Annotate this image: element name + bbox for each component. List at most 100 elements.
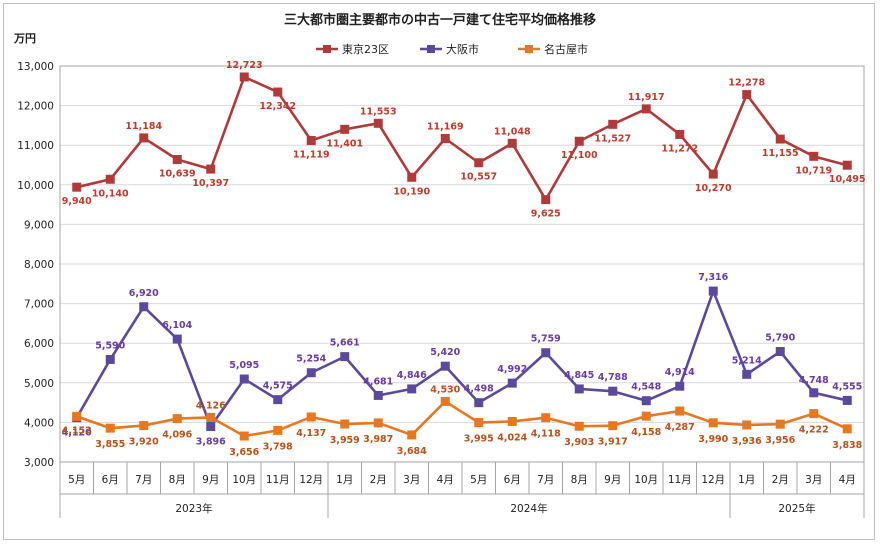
y-tick-label: 7,000 bbox=[24, 299, 54, 311]
series-line bbox=[76, 400, 848, 438]
data-point bbox=[105, 354, 115, 364]
data-point bbox=[407, 430, 417, 440]
data-label: 4,548 bbox=[631, 382, 661, 393]
x-tick-label: 11月 bbox=[668, 474, 692, 486]
data-point bbox=[239, 72, 249, 82]
data-point bbox=[206, 164, 216, 174]
data-point bbox=[139, 133, 149, 143]
x-tick-label: 9月 bbox=[202, 474, 219, 486]
data-point bbox=[474, 158, 484, 168]
data-label: 10,495 bbox=[829, 174, 866, 185]
y-tick-label: 13,000 bbox=[17, 61, 54, 73]
data-point bbox=[507, 378, 517, 388]
data-point bbox=[306, 368, 316, 378]
data-point bbox=[440, 361, 450, 371]
data-point bbox=[507, 416, 517, 426]
data-point bbox=[206, 412, 216, 422]
data-label: 4,126 bbox=[196, 400, 226, 411]
data-point bbox=[641, 396, 651, 406]
data-point bbox=[809, 151, 819, 161]
data-label: 4,530 bbox=[430, 384, 460, 395]
data-label: 3,903 bbox=[564, 437, 594, 448]
data-point bbox=[775, 419, 785, 429]
x-tick-label: 2月 bbox=[370, 474, 387, 486]
data-point bbox=[440, 396, 450, 406]
legend-marker bbox=[427, 45, 435, 53]
x-tick-label: 7月 bbox=[135, 474, 152, 486]
data-label: 4,748 bbox=[799, 375, 829, 386]
data-label: 3,987 bbox=[363, 434, 393, 445]
x-tick-label: 6月 bbox=[102, 474, 119, 486]
data-point bbox=[608, 386, 618, 396]
series-line bbox=[75, 289, 848, 428]
x-tick-label: 11月 bbox=[266, 474, 290, 486]
x-tick-label: 10月 bbox=[634, 474, 658, 486]
y-tick-label: 11,000 bbox=[17, 140, 54, 152]
data-label: 5,095 bbox=[229, 360, 259, 371]
x-tick-label: 6月 bbox=[504, 474, 521, 486]
data-label: 11,184 bbox=[125, 121, 162, 132]
data-label: 7,316 bbox=[698, 272, 728, 283]
data-label: 11,155 bbox=[762, 148, 799, 159]
data-point bbox=[608, 119, 618, 129]
data-point bbox=[340, 124, 350, 134]
x-tick-label: 2月 bbox=[772, 474, 789, 486]
y-tick-label: 6,000 bbox=[24, 338, 54, 350]
data-point bbox=[407, 384, 417, 394]
data-point bbox=[574, 384, 584, 394]
data-point bbox=[105, 423, 115, 433]
data-label: 11,048 bbox=[494, 126, 531, 137]
data-point bbox=[775, 134, 785, 144]
x-tick-label: 5月 bbox=[68, 474, 85, 486]
data-label: 11,553 bbox=[360, 106, 397, 117]
data-label: 4,846 bbox=[397, 370, 427, 381]
data-label: 3,990 bbox=[698, 434, 728, 445]
data-point bbox=[775, 347, 785, 357]
data-label: 4,575 bbox=[263, 381, 293, 392]
data-label: 10,639 bbox=[159, 168, 196, 179]
data-point bbox=[273, 395, 283, 405]
x-tick-label: 10月 bbox=[232, 474, 256, 486]
y-axis-unit: 万円 bbox=[13, 32, 36, 45]
data-point bbox=[641, 411, 651, 421]
data-label: 4,845 bbox=[564, 370, 594, 381]
data-label: 11,119 bbox=[293, 149, 330, 160]
y-tick-label: 12,000 bbox=[17, 101, 54, 113]
data-label: 10,557 bbox=[460, 172, 497, 183]
data-point bbox=[172, 334, 182, 344]
data-label: 4,152 bbox=[62, 425, 92, 436]
x-tick-label: 4月 bbox=[839, 474, 856, 486]
data-point bbox=[239, 374, 249, 384]
data-point bbox=[742, 420, 752, 430]
y-tick-label: 4,000 bbox=[24, 417, 54, 429]
x-tick-label: 12月 bbox=[299, 474, 323, 486]
data-point bbox=[574, 421, 584, 431]
x-tick-label: 3月 bbox=[403, 474, 420, 486]
data-point bbox=[507, 138, 517, 148]
chart-title: 三大都市圏主要都市の中古一戸建て住宅平均価格推移 bbox=[284, 12, 596, 28]
data-label: 3,896 bbox=[196, 437, 226, 448]
y-tick-label: 10,000 bbox=[17, 180, 54, 192]
legend-marker bbox=[525, 45, 533, 53]
data-point bbox=[608, 421, 618, 431]
data-point bbox=[474, 418, 484, 428]
data-point bbox=[842, 424, 852, 434]
data-point bbox=[541, 195, 551, 205]
data-point bbox=[474, 398, 484, 408]
data-label: 9,625 bbox=[531, 209, 561, 220]
y-tick-label: 8,000 bbox=[24, 259, 54, 271]
x-tick-label: 12月 bbox=[701, 474, 725, 486]
data-label: 4,287 bbox=[665, 422, 695, 433]
data-label: 5,254 bbox=[296, 354, 326, 365]
data-label: 4,158 bbox=[631, 427, 661, 438]
data-label: 4,555 bbox=[832, 381, 862, 392]
x-tick-label: 3月 bbox=[805, 474, 822, 486]
x-tick-label: 8月 bbox=[571, 474, 588, 486]
data-point bbox=[541, 413, 551, 423]
data-point bbox=[105, 174, 115, 184]
data-point bbox=[206, 422, 216, 432]
data-label: 3,959 bbox=[330, 435, 360, 446]
data-label: 3,656 bbox=[229, 447, 259, 458]
data-point bbox=[407, 172, 417, 182]
